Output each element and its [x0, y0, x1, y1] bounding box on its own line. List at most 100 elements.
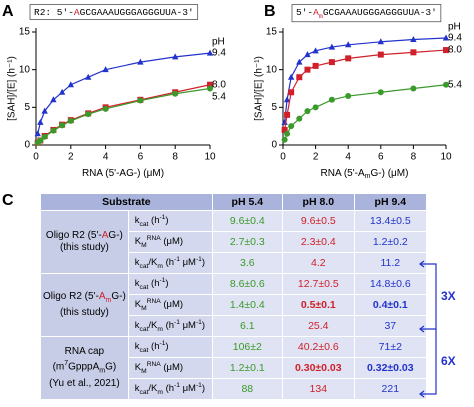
sequence: R2: 5'-AGCGAAAUGGGAGGGUUA-3' — [34, 7, 194, 18]
x-axis-label: RNA (5'-AmG-) (μM) — [321, 168, 409, 181]
text-part: ) — [165, 278, 169, 290]
substrate-cell: RNA cap (m7GpppAmG) (Yu et al., 2021) — [40, 336, 129, 400]
text-part: A — [313, 7, 319, 18]
marker — [284, 111, 291, 118]
text-part: (h — [148, 278, 160, 290]
text-part: -1 — [159, 276, 166, 284]
table-row: kcat/Km (h-1 μM-1) 88 134 221 — [41, 378, 427, 400]
value-cell: 2.3±0.4 — [281, 231, 355, 253]
value-cell: 13.4±0.5 — [353, 210, 427, 232]
marker — [102, 105, 109, 112]
text-part: -1 — [159, 339, 166, 347]
marker — [58, 88, 66, 95]
text-part: 7 — [64, 360, 69, 368]
text-part: cat — [139, 221, 149, 229]
marker — [328, 59, 335, 66]
text-part: (this study) — [59, 307, 109, 318]
text-part: -1 — [195, 318, 202, 326]
legend-label: 8.0 — [448, 45, 462, 56]
marker — [34, 130, 41, 137]
x-tick-label: 4 — [103, 152, 109, 163]
x-tick-label: 0 — [280, 152, 286, 163]
value-cell: 88 — [211, 378, 283, 400]
x-tick-label: 10 — [204, 152, 216, 163]
marker — [377, 38, 384, 45]
marker — [50, 127, 57, 134]
text-part: k — [134, 320, 140, 332]
header-cell: pH 8.0 — [281, 193, 355, 211]
text-part: -1 — [174, 381, 180, 389]
y-tick-label: 5 — [24, 102, 30, 113]
text-part: K — [134, 362, 142, 374]
x-tick-label: 6 — [378, 152, 384, 163]
text-part: (Yu et al., 2021) — [49, 377, 120, 389]
text-part: ) — [201, 257, 206, 269]
text-part: μM — [179, 383, 196, 395]
legend-title: pH — [448, 22, 461, 33]
value-cell: 71±2 — [353, 336, 427, 358]
x-tick-label: 0 — [33, 152, 39, 163]
text-part: cat — [139, 284, 149, 292]
y-tick-label: 10 — [266, 64, 278, 75]
value-cell: 106±2 — [211, 336, 283, 358]
text-part: (h — [148, 215, 160, 227]
text-part: cat — [139, 347, 149, 355]
text-part: M — [141, 305, 147, 313]
marker — [304, 51, 311, 58]
y-tick-label: 5 — [271, 102, 277, 113]
text-part: -1 — [174, 318, 180, 326]
value-cell: 1.2±0.2 — [353, 231, 427, 253]
text-part: GCGAAAUGGGAGGGUUA-3' — [323, 7, 437, 18]
table-row: KMRNA (μM) 2.7±0.3 2.3±0.4 1.2±0.2 — [41, 231, 427, 253]
text-part: K — [134, 236, 142, 248]
text-part: m — [319, 12, 323, 20]
text-part: A — [98, 291, 106, 302]
legend-label: 5.4 — [448, 79, 462, 90]
marker — [345, 41, 352, 48]
text-part: k — [134, 341, 140, 353]
text-part: G) — [105, 361, 117, 373]
marker — [283, 96, 291, 103]
text-part: (h — [162, 320, 175, 332]
param-cell: KMRNA (μM) — [127, 231, 213, 253]
x-axis-label: RNA (5'-AG-) (μM) — [82, 168, 164, 179]
y-axis-label: [SAH]/[E] (h⁻¹) — [254, 56, 265, 121]
text-part: R2: 5'- — [34, 7, 74, 18]
text-part: cat — [139, 326, 149, 334]
sequence: 5'-AmGCGAAAUGGGAGGGUUA-3' — [296, 7, 437, 20]
marker — [102, 66, 109, 73]
marker — [59, 122, 66, 129]
value-cell: 0.5±0.1 — [281, 294, 355, 316]
y-axis-label: [SAH]/[E] (h⁻¹) — [7, 56, 18, 121]
text-part: (h — [148, 341, 160, 353]
text-part: ) — [165, 215, 169, 227]
substrate-line: RNA cap — [43, 346, 126, 358]
text-part: μM — [179, 257, 196, 269]
text-part: ) — [165, 341, 169, 353]
text-part: K — [134, 299, 142, 311]
fold-label: 6X — [441, 354, 456, 368]
value-cell: 8.6±0.6 — [211, 273, 283, 295]
value-cell: 11.2 — [353, 252, 427, 274]
substrate-line: (this study) — [43, 307, 126, 319]
text-part: (m — [52, 361, 65, 373]
text-part: (this study) — [59, 242, 109, 253]
text-part: ) — [201, 320, 206, 332]
marker — [442, 34, 450, 41]
x-tick-label: 4 — [345, 152, 351, 163]
text-part: GCGAAAUGGGAGGGUUA-3' — [80, 7, 194, 18]
kinetics-table: Substrate pH 5.4 pH 8.0 pH 9.4 Oligo R2 … — [40, 193, 427, 400]
marker — [296, 74, 303, 81]
param-cell: kcat (h-1) — [127, 273, 213, 295]
marker — [296, 58, 303, 65]
marker — [172, 90, 179, 97]
text-part: -1 — [195, 381, 202, 389]
text-part: A — [101, 230, 109, 241]
table-row: KMRNA (μM) 1.2±0.1 0.30±0.03 0.32±0.03 — [41, 357, 427, 379]
y-tick-label: 0 — [271, 140, 277, 151]
text-part: /K — [148, 320, 158, 332]
substrate-line: (this study) — [43, 242, 126, 254]
x-tick-label: 8 — [172, 152, 178, 163]
marker — [137, 58, 144, 65]
